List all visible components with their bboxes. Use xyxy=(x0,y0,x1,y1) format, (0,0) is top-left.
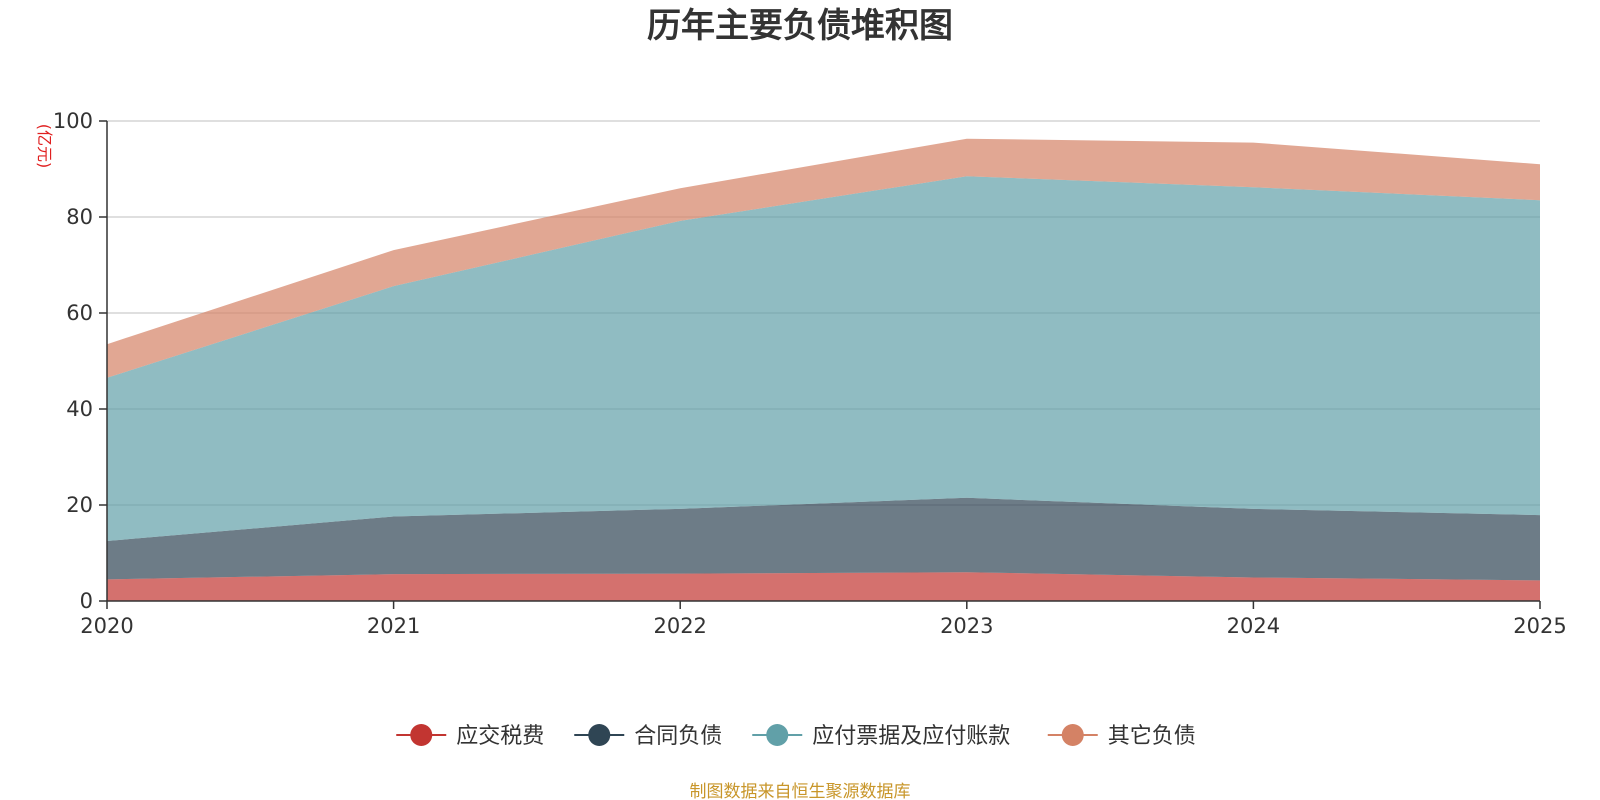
area-series-1[interactable] xyxy=(107,497,1540,581)
y-tick-label: 20 xyxy=(66,493,93,517)
legend-label: 应交税费 xyxy=(456,724,544,749)
y-axis-unit: (亿元) xyxy=(35,124,54,169)
legend-item-3[interactable]: 其它负债 xyxy=(1047,724,1196,749)
x-tick-label: 2023 xyxy=(940,614,993,638)
x-tick-label: 2020 xyxy=(80,614,133,638)
legend-item-1[interactable]: 合同负债 xyxy=(574,724,722,749)
legend[interactable]: 应交税费 合同负债 应付票据及应付账款 其它负债 xyxy=(396,724,1196,749)
y-axis-ticks: 0 20 40 60 80 100 xyxy=(53,109,107,613)
y-tick-label: 100 xyxy=(53,109,93,133)
legend-label: 合同负债 xyxy=(634,724,722,749)
legend-label: 其它负债 xyxy=(1108,724,1196,749)
y-tick-label: 0 xyxy=(80,589,93,613)
legend-marker xyxy=(766,724,789,746)
area-series-3[interactable] xyxy=(107,138,1540,378)
legend-item-2[interactable]: 应付票据及应付账款 xyxy=(752,724,1010,749)
source-note: 制图数据来自恒生聚源数据库 xyxy=(690,782,911,800)
x-tick-label: 2024 xyxy=(1227,614,1280,638)
x-axis-ticks: 2020 2021 2022 2023 2024 2025 xyxy=(80,601,1567,638)
legend-marker xyxy=(1061,724,1084,746)
axes xyxy=(106,121,1540,602)
legend-marker xyxy=(588,724,611,746)
area-series-2[interactable] xyxy=(107,176,1540,541)
legend-item-0[interactable]: 应交税费 xyxy=(396,724,544,749)
y-tick-label: 60 xyxy=(66,301,93,325)
y-tick-label: 80 xyxy=(66,205,93,229)
x-tick-label: 2022 xyxy=(653,614,706,638)
x-tick-label: 2025 xyxy=(1513,614,1566,638)
stacked-areas xyxy=(107,138,1540,601)
x-tick-label: 2021 xyxy=(367,614,420,638)
legend-marker xyxy=(410,724,433,746)
y-tick-label: 40 xyxy=(66,397,93,421)
legend-label: 应付票据及应付账款 xyxy=(812,724,1010,749)
chart-title: 历年主要负债堆积图 xyxy=(647,6,953,46)
area-series-0[interactable] xyxy=(107,572,1540,601)
